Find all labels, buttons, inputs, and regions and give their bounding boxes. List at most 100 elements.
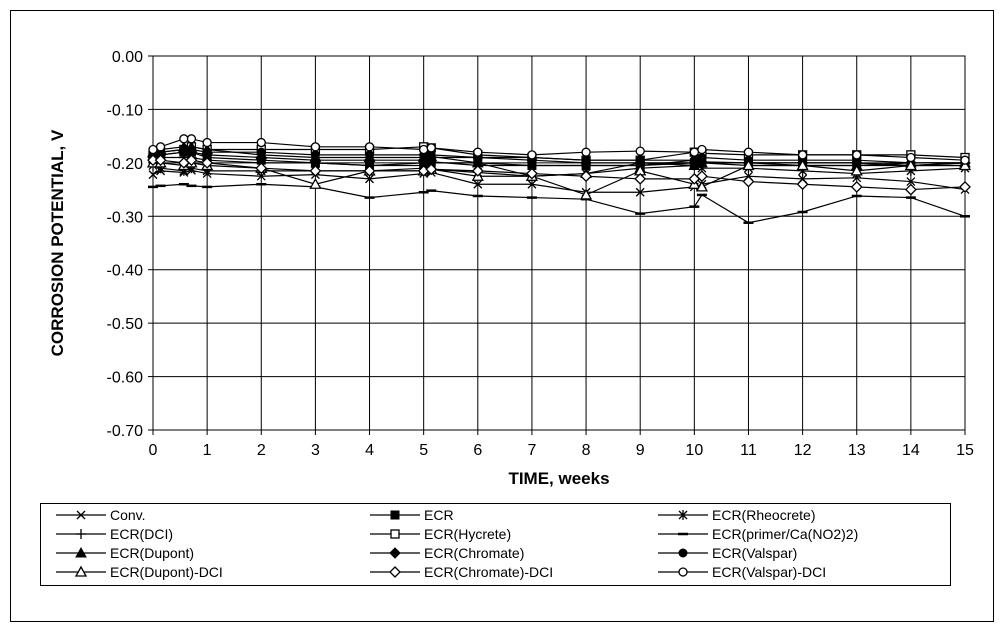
marker-diamond-open: [363, 164, 376, 177]
marker-circle-filled: [186, 145, 196, 154]
x-tick-label: 1: [203, 442, 212, 459]
marker-circle-open: [186, 134, 197, 144]
legend-label: ECR(Dupont)-DCI: [110, 564, 223, 580]
data-point: [635, 187, 645, 197]
data-point: [695, 170, 708, 183]
marker-circle-filled: [581, 155, 591, 165]
marker-triangle-open: [309, 177, 322, 189]
data-point: [365, 174, 374, 184]
marker-triangle-open: [74, 565, 88, 577]
marker-diamond-open: [695, 170, 708, 183]
data-point: [580, 170, 592, 183]
marker-x: [473, 179, 483, 189]
marker-diamond-open: [634, 172, 647, 185]
legend-label: ECR(Hycrete): [424, 526, 511, 542]
legend-marker: [389, 547, 401, 559]
marker-circle-open: [797, 150, 808, 160]
data-point: [959, 180, 971, 193]
marker-circle-filled: [256, 147, 266, 157]
x-tick-label: 9: [636, 442, 645, 459]
legend-item: ECR(Hycrete): [370, 526, 511, 542]
data-point: [904, 183, 917, 196]
legend-marker: [390, 510, 400, 520]
marker-circle-open: [697, 144, 707, 155]
legend-item: ECR(Dupont)-DCI: [56, 564, 223, 580]
marker-triangle-open: [904, 159, 917, 171]
marker-square-filled: [390, 510, 400, 520]
data-point: [797, 150, 808, 160]
marker-circle-open: [689, 147, 699, 157]
data-point: [256, 137, 266, 148]
x-tick-label: 8: [582, 442, 591, 459]
data-point: [364, 142, 375, 152]
marker-circle-open: [202, 137, 212, 148]
y-tick-label: -0.50: [107, 316, 144, 333]
marker-circle-open: [155, 142, 166, 152]
marker-diamond-open: [425, 163, 438, 176]
marker-circle-filled: [179, 145, 189, 154]
x-axis-title: TIME, weeks: [508, 469, 609, 488]
marker-diamond-open: [904, 183, 917, 196]
marker-diamond-open: [201, 156, 214, 169]
series-layer: [146, 134, 972, 224]
marker-circle-open: [364, 142, 375, 152]
chart-figure: 0 1 2 3 4 5 6 7 8 9 10 11 12 13 14 15 0.00 -0.10 -0.20 -0.3…: [10, 10, 994, 622]
data-point: [689, 147, 699, 157]
marker-circle-filled: [365, 150, 375, 160]
legend-item: ECR(primer/Ca(NO2)2): [658, 526, 858, 542]
marker-x: [906, 177, 916, 187]
x-tick-label: 13: [848, 442, 866, 459]
data-point: [695, 180, 709, 192]
legend-marker: [74, 565, 88, 577]
marker-circle-filled: [202, 147, 212, 157]
x-tick-label: 0: [149, 442, 158, 459]
marker-x: [148, 170, 158, 180]
marker-circle-open: [148, 144, 158, 155]
data-point: [958, 159, 972, 171]
marker-circle-open: [960, 155, 970, 165]
data-point: [526, 167, 538, 180]
legend-label: ECR(Rheocrete): [712, 507, 815, 523]
marker-diamond-filled: [389, 547, 401, 559]
data-point: [742, 175, 755, 188]
marker-x: [527, 179, 537, 189]
data-point: [419, 144, 429, 155]
data-point: [581, 147, 591, 157]
data-point: [310, 150, 320, 160]
marker-plus: [76, 529, 86, 539]
data-point: [179, 134, 189, 144]
data-point: [579, 188, 593, 200]
marker-diamond-open: [309, 164, 322, 177]
legend-label: ECR(Valspar)-DCI: [712, 564, 826, 580]
data-point: [186, 134, 197, 144]
marker-triangle-open: [958, 159, 972, 171]
legend-item: ECR(Valspar)-DCI: [658, 564, 826, 580]
data-point: [852, 150, 862, 160]
data-point: [154, 154, 167, 167]
data-point: [850, 164, 863, 176]
marker-diamond-open: [850, 180, 863, 193]
legend-item: ECR(DCI): [56, 526, 173, 542]
legend-marker: [76, 529, 86, 539]
chart-svg: 0 1 2 3 4 5 6 7 8 9 10 11 12 13 14 150.00-0.10-0.20-0.3…: [10, 10, 994, 622]
x-tick-label: 12: [794, 442, 812, 459]
x-tick-label: 15: [956, 442, 974, 459]
legend-marker: [389, 566, 401, 578]
marker-triangle-open: [850, 164, 863, 176]
marker-square-open: [390, 529, 400, 539]
data-point: [581, 155, 591, 165]
y-tick-label: -0.30: [107, 209, 144, 226]
marker-circle-open: [678, 567, 688, 577]
marker-circle-filled: [635, 155, 645, 165]
legend-item: ECR(Chromate): [370, 545, 524, 561]
legend-label: ECR(primer/Ca(NO2)2): [712, 526, 858, 542]
y-axis-title: CORROSION POTENTIAL, V: [48, 129, 67, 356]
grid-lines: [148, 55, 966, 435]
y-tick-label: -0.10: [107, 102, 144, 119]
y-tick-label: 0.00: [112, 49, 143, 66]
data-point: [635, 155, 645, 165]
legend-label: ECR: [424, 507, 454, 523]
marker-asterisk: [678, 510, 688, 520]
data-point: [155, 142, 166, 152]
data-point: [148, 144, 158, 155]
